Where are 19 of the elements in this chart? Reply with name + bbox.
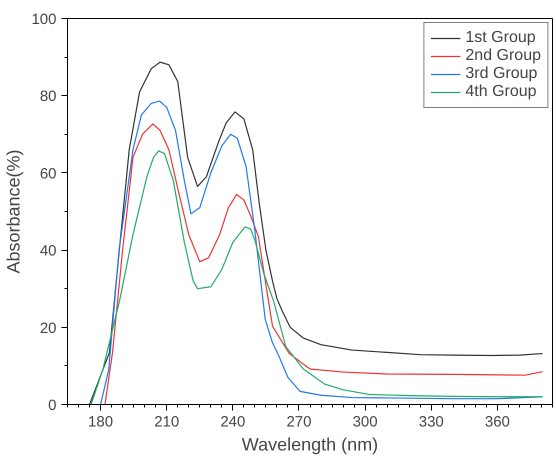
y-tick-label: 0: [48, 397, 56, 414]
legend-label: 2nd Group: [465, 47, 541, 65]
y-tick-label: 40: [40, 242, 57, 260]
y-tick-label: 100: [31, 11, 57, 28]
x-tick-label: 210: [154, 414, 180, 430]
legend-label: 1st Group: [465, 29, 536, 47]
legend-label: 4th Group: [465, 83, 537, 101]
x-tick-label: 360: [484, 414, 510, 430]
x-tick-label: 240: [220, 414, 246, 430]
y-tick-label: 80: [40, 88, 57, 106]
y-tick-label: 20: [40, 320, 57, 337]
x-tick-label: 270: [286, 414, 312, 430]
y-axis-title: Absorbance(%): [3, 149, 24, 274]
legend-label: 3rd Group: [465, 65, 538, 83]
x-tick-label: 180: [88, 414, 114, 430]
x-tick-label: 330: [418, 414, 444, 430]
x-tick-label: 300: [352, 414, 378, 430]
x-axis-title: Wavelength (nm): [242, 434, 378, 454]
y-tick-label: 60: [40, 165, 57, 182]
